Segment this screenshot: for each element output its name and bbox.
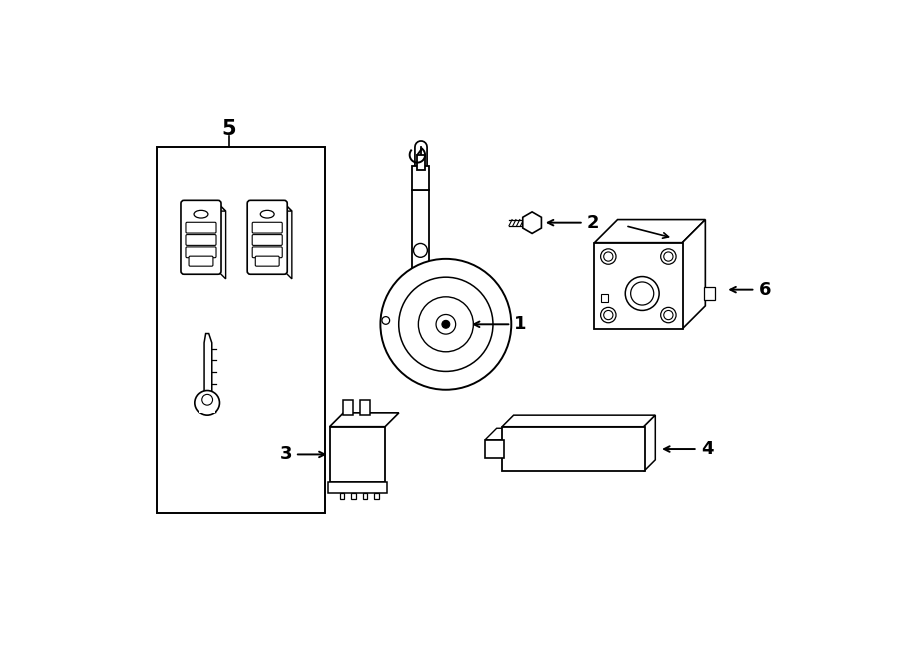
Bar xyxy=(595,243,683,329)
Polygon shape xyxy=(329,413,399,427)
Circle shape xyxy=(604,310,613,320)
Polygon shape xyxy=(644,415,655,471)
Circle shape xyxy=(442,320,450,328)
Circle shape xyxy=(194,391,220,415)
Circle shape xyxy=(600,249,616,264)
Circle shape xyxy=(631,282,653,305)
Circle shape xyxy=(661,307,676,323)
Bar xyxy=(329,427,385,482)
Text: 3: 3 xyxy=(279,446,292,463)
FancyBboxPatch shape xyxy=(252,234,283,246)
Polygon shape xyxy=(204,334,212,395)
Polygon shape xyxy=(485,428,514,440)
Bar xyxy=(398,301,446,314)
Polygon shape xyxy=(502,415,655,427)
Circle shape xyxy=(661,249,676,264)
Bar xyxy=(344,400,353,415)
Polygon shape xyxy=(184,203,226,211)
Bar xyxy=(351,493,356,499)
Polygon shape xyxy=(250,203,292,211)
FancyBboxPatch shape xyxy=(248,201,287,274)
Text: 6: 6 xyxy=(759,281,771,299)
FancyBboxPatch shape xyxy=(181,201,221,274)
Circle shape xyxy=(202,395,212,405)
Ellipse shape xyxy=(194,211,208,218)
FancyBboxPatch shape xyxy=(200,399,215,413)
Polygon shape xyxy=(682,220,706,329)
FancyBboxPatch shape xyxy=(256,256,279,266)
Bar xyxy=(158,147,325,513)
Circle shape xyxy=(436,314,455,334)
Circle shape xyxy=(413,244,428,258)
Bar xyxy=(374,493,379,499)
Circle shape xyxy=(382,316,390,324)
Circle shape xyxy=(399,277,493,371)
Polygon shape xyxy=(218,203,226,279)
Bar xyxy=(600,295,608,302)
FancyBboxPatch shape xyxy=(252,222,283,233)
Ellipse shape xyxy=(260,211,274,218)
FancyBboxPatch shape xyxy=(189,256,213,266)
FancyBboxPatch shape xyxy=(186,247,216,258)
Polygon shape xyxy=(412,166,429,189)
Circle shape xyxy=(626,277,659,310)
Bar xyxy=(485,440,504,458)
Circle shape xyxy=(600,307,616,323)
Polygon shape xyxy=(595,220,706,243)
Circle shape xyxy=(381,259,511,390)
Circle shape xyxy=(664,310,673,320)
Bar xyxy=(502,427,644,471)
Bar xyxy=(363,493,367,499)
Polygon shape xyxy=(523,212,542,234)
Circle shape xyxy=(418,297,473,352)
Polygon shape xyxy=(284,203,292,279)
Text: 5: 5 xyxy=(221,119,236,140)
FancyBboxPatch shape xyxy=(704,287,715,301)
Text: 1: 1 xyxy=(515,315,526,333)
Bar xyxy=(339,493,344,499)
Circle shape xyxy=(604,252,613,261)
Text: 2: 2 xyxy=(587,214,599,232)
Bar xyxy=(418,155,425,170)
Bar xyxy=(412,189,429,314)
Bar xyxy=(328,482,387,493)
Text: 4: 4 xyxy=(701,440,713,458)
Circle shape xyxy=(664,252,673,261)
FancyBboxPatch shape xyxy=(186,222,216,233)
FancyBboxPatch shape xyxy=(186,234,216,246)
FancyBboxPatch shape xyxy=(252,247,283,258)
Bar xyxy=(360,400,370,415)
